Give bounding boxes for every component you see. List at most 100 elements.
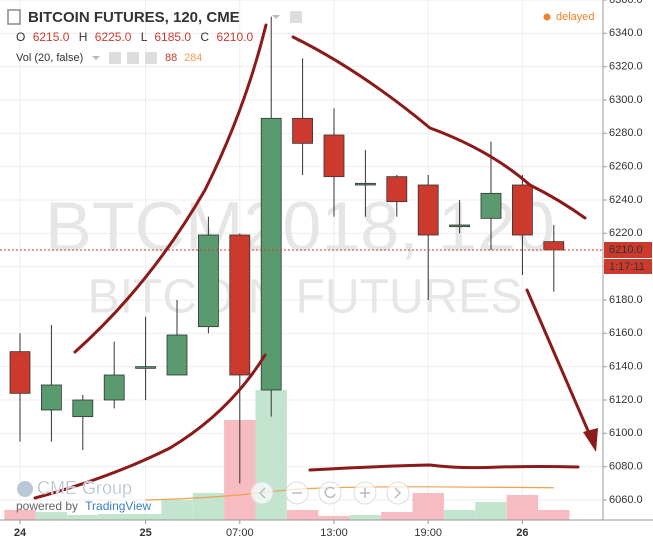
dropdown[interactable]	[92, 56, 100, 60]
drawings	[33, 23, 594, 500]
candle-body	[512, 184, 533, 236]
candle-body	[323, 134, 345, 178]
value: 6185.0	[154, 30, 191, 44]
icon	[324, 486, 336, 499]
support-line	[308, 463, 580, 472]
volume-bar	[161, 500, 193, 520]
value: 6225.0	[95, 30, 132, 44]
y-tick-label: 6180.0	[609, 294, 643, 306]
value: 6215.0	[33, 30, 70, 44]
candle-body	[9, 351, 31, 394]
label: C	[200, 30, 209, 44]
x-tick-label: 13:00	[320, 527, 348, 539]
candle-body	[449, 224, 471, 228]
volume-bar	[35, 512, 68, 520]
candle-body	[103, 374, 125, 401]
volume-bar	[67, 515, 99, 520]
x-tick-label: 24	[14, 527, 27, 539]
candle-body	[135, 366, 157, 369]
watermark: BTCM2018, 120	[45, 187, 555, 265]
icon	[360, 488, 370, 498]
candle-body	[543, 241, 565, 251]
y-tick-label: 6320.0	[609, 61, 643, 73]
x-tick-label: 25	[139, 527, 151, 539]
volume-ma-value: 284	[184, 52, 202, 64]
nav-icons	[258, 486, 402, 499]
y-tick-label: 6060.0	[609, 494, 643, 506]
reset[interactable]	[318, 481, 342, 505]
dropdown[interactable]	[272, 15, 280, 19]
eye-icon[interactable]	[109, 52, 121, 64]
candle-body	[72, 399, 94, 418]
scroll-left[interactable]	[250, 481, 274, 505]
volume-value: 88	[165, 52, 177, 64]
logo-globe	[17, 481, 33, 497]
settings-icon[interactable]	[290, 11, 302, 23]
y-tick-label: 6240.0	[609, 194, 643, 206]
trend-curve	[291, 35, 587, 220]
close-icon[interactable]	[145, 52, 157, 64]
volume-bar	[506, 495, 539, 520]
chart-title: BITCOIN FUTURES, 120, CME	[28, 9, 240, 26]
ohlc-legend: O 6215.0 H 6225.0 L 6185.0 C 6210.0	[16, 30, 253, 44]
y-tick-label: 6300.0	[609, 94, 643, 106]
brand: TradingView	[85, 499, 151, 513]
y-tick-label: 6080.0	[609, 461, 643, 473]
x-tick-label: 07:00	[226, 527, 254, 539]
countdown-label: 1:17:11	[609, 261, 645, 273]
y-tick-label: 6140.0	[609, 361, 643, 373]
volume-bar	[538, 510, 570, 520]
arrow-head	[583, 428, 598, 452]
status-dot	[543, 13, 551, 21]
candle-body	[292, 117, 314, 144]
text: powered by	[16, 499, 78, 513]
status: delayed	[556, 11, 595, 23]
volume-bar	[286, 510, 319, 520]
y-tick-label: 6160.0	[609, 327, 643, 339]
price-tag	[604, 242, 652, 258]
candle-body	[197, 234, 219, 328]
y-tick-label: 6360.0	[609, 0, 643, 6]
trend-curve	[33, 353, 267, 500]
candle-body	[354, 182, 376, 186]
volume-bar	[4, 510, 36, 520]
volume-bar	[412, 492, 444, 520]
volume-ma-line	[145, 486, 554, 501]
label: L	[141, 30, 148, 44]
countdown-tag	[604, 259, 652, 274]
y-tick-label: 6220.0	[609, 227, 643, 239]
scroll-right[interactable]	[386, 481, 410, 505]
y-tick-label: 6260.0	[609, 161, 643, 173]
volume-bar	[349, 515, 382, 520]
candle-body	[480, 192, 502, 219]
candle-body	[41, 384, 62, 411]
watermark: BITCOIN FUTURES	[88, 271, 523, 324]
powered-by: powered by TradingView	[16, 499, 152, 513]
icon	[258, 487, 266, 499]
volume-bar	[475, 502, 507, 520]
settings-icon[interactable]	[127, 52, 139, 64]
y-tick-label: 6280.0	[609, 127, 643, 139]
icon	[394, 487, 402, 499]
volume-bar	[443, 510, 476, 520]
y-tick-label: 6120.0	[609, 394, 643, 406]
label: H	[79, 30, 88, 44]
volume-bar	[318, 516, 350, 520]
symbol-icon[interactable]	[7, 9, 21, 25]
volume-bar	[381, 512, 413, 520]
y-tick-label: 6340.0	[609, 27, 643, 39]
x-tick-label: 26	[516, 527, 528, 539]
price-tag-label: 6210.0	[609, 244, 643, 256]
volume-bar	[129, 513, 162, 520]
trend-curve	[73, 23, 268, 354]
x-tick-label: 19:00	[414, 527, 442, 539]
candle-body	[229, 234, 251, 376]
volume-legend: Vol (20, false)	[16, 52, 83, 64]
volume-bar	[98, 513, 130, 520]
logo: CME Group	[37, 478, 132, 498]
y-tick-label: 6100.0	[609, 427, 643, 439]
label: O	[16, 30, 25, 44]
candle-body	[260, 117, 282, 391]
